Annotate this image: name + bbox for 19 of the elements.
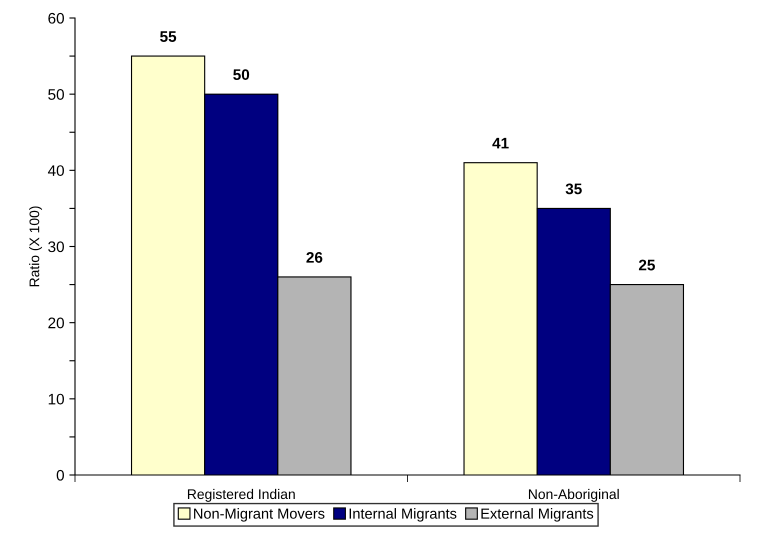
legend-label: Non-Migrant Movers xyxy=(194,508,324,522)
data-label: 35 xyxy=(566,183,582,194)
data-label: 50 xyxy=(233,69,250,80)
x-tick-label: Non-Aboriginal xyxy=(528,488,619,502)
x-tick-label: Registered Indian xyxy=(188,488,295,502)
y-tick-label: 0 xyxy=(56,470,64,481)
data-label: 26 xyxy=(306,252,322,263)
y-axis-title: Ratio (X 100) xyxy=(29,206,42,286)
y-tick-label: 30 xyxy=(48,241,64,252)
legend-label: Internal Migrants xyxy=(350,508,456,522)
y-tick-label: 20 xyxy=(48,318,64,328)
data-label: 55 xyxy=(160,31,176,42)
legend-label: External Migrants xyxy=(481,508,594,522)
y-tick-label: 40 xyxy=(48,165,64,176)
data-label: 41 xyxy=(492,138,509,148)
data-label: 25 xyxy=(638,260,655,270)
y-tick-label: 10 xyxy=(48,394,64,405)
y-tick-label: 60 xyxy=(48,12,64,24)
y-tick-label: 50 xyxy=(48,89,64,100)
